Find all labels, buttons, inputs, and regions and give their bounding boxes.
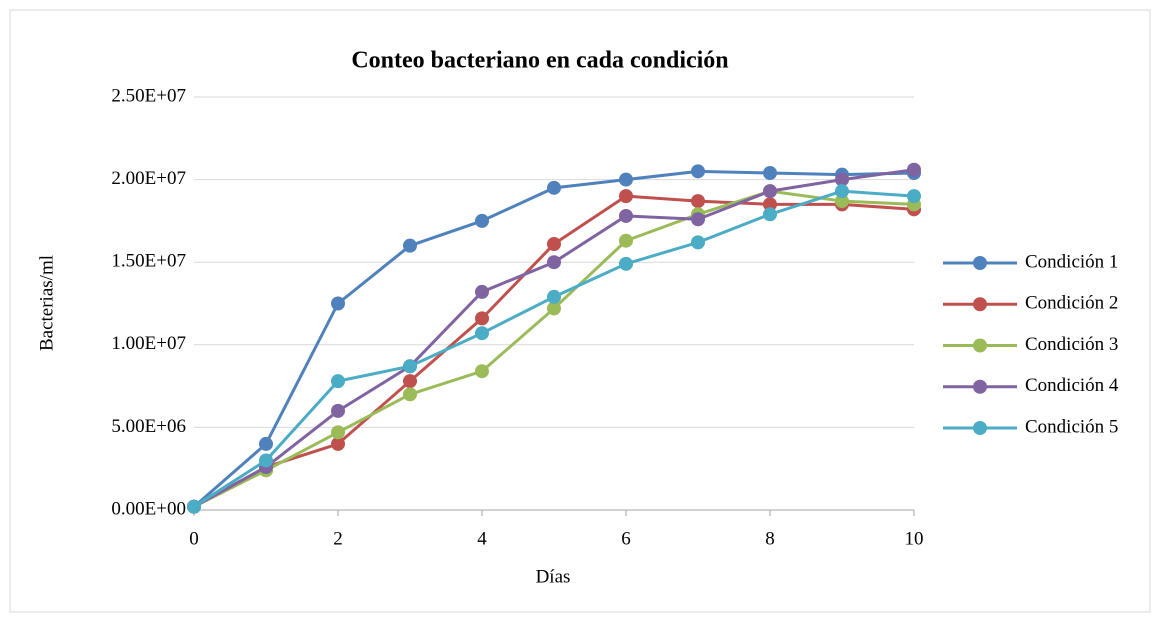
point (259, 453, 273, 468)
y-tick-label: 0.00E+00 (111, 498, 186, 519)
point (691, 194, 705, 209)
point (619, 233, 633, 248)
point (331, 374, 345, 389)
y-tick-label: 2.00E+07 (111, 168, 186, 189)
point (907, 189, 921, 204)
legend-marker (973, 379, 987, 394)
x-tick-label: 6 (621, 528, 631, 549)
legend-label: Condición 3 (1025, 334, 1118, 355)
point (475, 284, 489, 299)
legend-label: Condición 4 (1025, 375, 1119, 396)
point (547, 255, 561, 270)
point (619, 172, 633, 187)
point (475, 364, 489, 379)
y-tick-label: 1.50E+07 (111, 251, 186, 272)
point (331, 436, 345, 451)
point (763, 165, 777, 180)
point (835, 194, 849, 209)
legend-marker (973, 256, 987, 270)
x-tick-label: 8 (765, 528, 775, 549)
point (835, 172, 849, 187)
x-tick-label: 10 (905, 528, 924, 549)
y-tick-label: 1.00E+07 (111, 333, 186, 354)
point (403, 387, 417, 402)
point (187, 499, 201, 514)
point (763, 197, 777, 212)
point (619, 208, 633, 223)
point (259, 436, 273, 451)
point (763, 207, 777, 222)
point (475, 311, 489, 326)
point (331, 296, 345, 311)
point (691, 212, 705, 227)
x-tick-label: 0 (189, 528, 199, 549)
point (475, 213, 489, 228)
legend-label: Condición 2 (1025, 293, 1118, 314)
point (619, 189, 633, 204)
point (331, 425, 345, 440)
chart-border (9, 9, 1151, 613)
y-axis-label: Bacterias/ml (36, 255, 57, 351)
point (403, 374, 417, 389)
legend-label: Condición 5 (1025, 416, 1118, 437)
legend-marker (973, 421, 987, 435)
point (547, 180, 561, 195)
point (403, 238, 417, 253)
point (403, 359, 417, 374)
point (691, 235, 705, 250)
legend-marker (973, 297, 987, 312)
point (547, 237, 561, 252)
chart-title: Conteo bacteriano en cada condición (351, 48, 728, 74)
point (691, 164, 705, 179)
point (907, 162, 921, 177)
legend-label: Condición 1 (1025, 251, 1118, 272)
point (331, 403, 345, 418)
point (475, 326, 489, 341)
y-tick-label: 2.50E+07 (111, 85, 186, 106)
point (547, 301, 561, 316)
x-axis-label: Días (536, 566, 571, 587)
x-tick-label: 4 (477, 528, 487, 549)
y-tick-label: 5.00E+06 (111, 416, 186, 437)
x-tick-label: 2 (333, 528, 343, 549)
point (763, 184, 777, 199)
point (547, 289, 561, 304)
point (619, 256, 633, 271)
point (835, 184, 849, 199)
legend-marker (973, 338, 987, 353)
